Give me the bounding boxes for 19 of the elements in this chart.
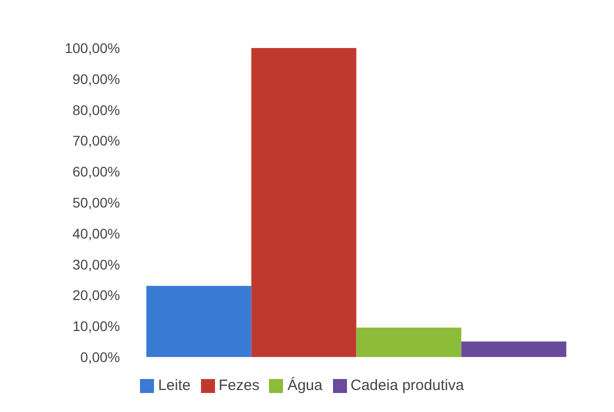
legend-label: Leite (158, 377, 191, 394)
y-tick-label: 100,00% (64, 40, 120, 56)
legend-label: Cadeia produtiva (350, 377, 464, 394)
legend-label: Fezes (218, 377, 260, 394)
y-tick-label: 20,00% (72, 287, 120, 304)
bar (146, 286, 252, 357)
y-tick-label: 70,00% (72, 132, 120, 149)
bar (356, 328, 462, 357)
y-tick-label: 40,00% (72, 225, 120, 242)
y-tick-label: 60,00% (72, 164, 120, 180)
legend-label: Água (287, 377, 322, 394)
y-tick-label: 50,00% (72, 194, 120, 210)
y-tick-label: 10,00% (72, 318, 120, 334)
y-tick-label: 30,00% (72, 256, 120, 272)
y-tick-label: 90,00% (72, 70, 120, 87)
bar (461, 342, 566, 357)
y-tick-label: 0,00% (80, 348, 120, 365)
bar (251, 48, 356, 357)
y-tick-label: 80,00% (72, 102, 120, 118)
